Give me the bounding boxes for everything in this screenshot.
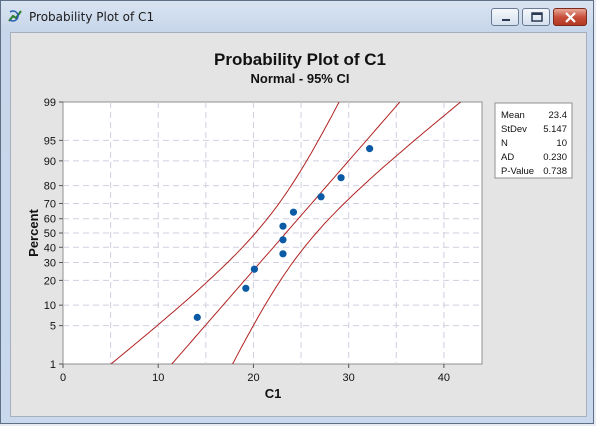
data-points: [193, 145, 374, 321]
stat-value: 10: [556, 138, 567, 149]
y-tick-label: 90: [44, 156, 56, 168]
data-point: [250, 265, 259, 273]
stat-label: Mean: [501, 110, 525, 121]
data-point: [366, 145, 374, 153]
y-tick-label: 1: [50, 359, 56, 371]
y-tick-label: 50: [44, 228, 56, 240]
title-bar[interactable]: Probability Plot of C1: [1, 1, 593, 31]
fitted-line: [171, 102, 401, 364]
x-axis-label: C1: [265, 386, 282, 401]
data-point: [242, 284, 250, 292]
data-point: [279, 222, 287, 230]
stat-value: 0.230: [543, 152, 567, 163]
confidence-bands: [110, 102, 462, 364]
x-tick-label: 0: [60, 372, 66, 384]
x-tick-label: 30: [343, 372, 355, 384]
chart-title: Probability Plot of C1: [214, 50, 386, 69]
minimize-icon: [502, 19, 510, 21]
stat-label: AD: [501, 152, 514, 163]
x-axis-ticks: 0 10 20 30 40: [60, 364, 450, 384]
data-point: [193, 313, 201, 321]
close-icon: [565, 12, 576, 23]
y-tick-label: 30: [44, 258, 56, 270]
y-tick-label: 70: [44, 198, 56, 210]
maximize-button[interactable]: [522, 8, 550, 26]
y-tick-label: 40: [44, 242, 56, 254]
data-point: [317, 193, 325, 201]
graph-area: Probability Plot of C1 Normal - 95% CI 0…: [10, 32, 587, 417]
data-point: [289, 208, 298, 216]
y-tick-label: 80: [44, 181, 56, 193]
grid-lines: [63, 102, 482, 364]
data-point: [337, 174, 345, 182]
stat-value: 5.147: [543, 124, 567, 135]
minitab-graph-icon: [8, 10, 22, 22]
y-tick-label: 20: [44, 275, 56, 287]
x-tick-label: 10: [152, 372, 164, 384]
y-tick-label: 10: [44, 300, 56, 312]
window-title: Probability Plot of C1: [29, 10, 155, 24]
y-tick-label: 99: [44, 97, 56, 109]
stat-value: 23.4: [549, 110, 568, 121]
stat-label: N: [501, 138, 508, 149]
x-tick-label: 20: [247, 372, 259, 384]
data-point: [279, 250, 287, 258]
y-axis-label: Percent: [26, 208, 41, 256]
probability-plot: Probability Plot of C1 Normal - 95% CI 0…: [26, 50, 573, 401]
y-tick-label: 95: [44, 135, 56, 147]
y-tick-label: 5: [50, 321, 56, 333]
upper-ci-line: [110, 102, 340, 364]
chart-subtitle: Normal - 95% CI: [251, 71, 350, 86]
y-tick-label: 60: [44, 214, 56, 226]
stats-legend: Mean 23.4 StDev 5.147 N 10 AD 0.230 P-Value 0.738: [494, 102, 573, 179]
x-tick-label: 40: [438, 372, 450, 384]
data-point: [279, 236, 287, 244]
maximize-icon: [531, 12, 543, 22]
plot-area: [62, 101, 483, 365]
close-button[interactable]: [553, 8, 587, 26]
stat-label: StDev: [501, 124, 527, 135]
lower-ci-line: [232, 102, 462, 364]
stat-value: 0.738: [543, 166, 567, 177]
minimize-button[interactable]: [491, 8, 519, 26]
stat-label: P-Value: [501, 166, 534, 177]
y-axis-ticks: 1 5 10 20 30 40 50 60 70 80 90 95 99: [44, 97, 63, 371]
